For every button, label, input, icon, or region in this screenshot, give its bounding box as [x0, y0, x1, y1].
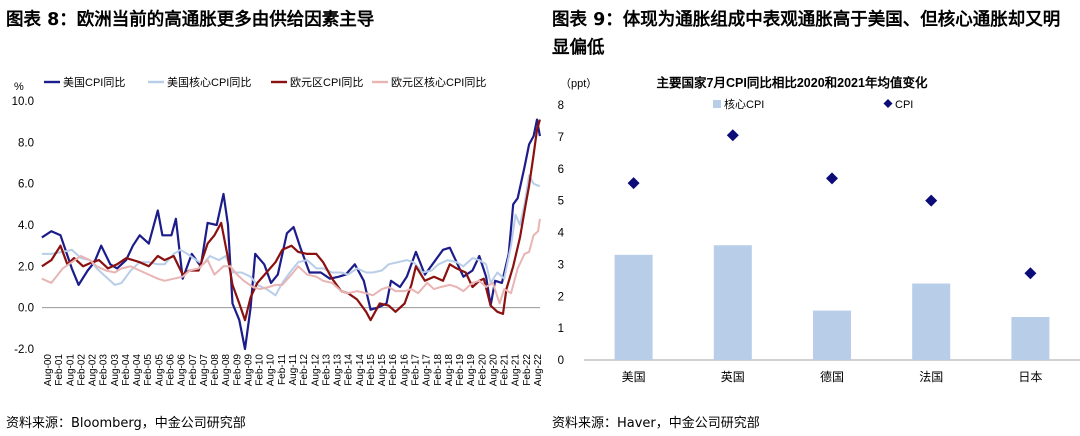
x-tick-label: Aug-10: [266, 354, 277, 387]
marker-cpi: [1024, 267, 1037, 280]
x-tick-label: Aug-14: [355, 354, 366, 387]
x-tick-label: Aug-01: [65, 354, 76, 387]
x-tick-label: Feb-18: [433, 354, 444, 386]
x-tick-label: Aug-22: [533, 354, 544, 387]
legend-label: CPI: [895, 99, 913, 111]
x-category-label: 英国: [721, 370, 745, 384]
x-tick-label: Feb-08: [210, 354, 221, 386]
series-line-1: [41, 118, 541, 351]
x-tick-label: Aug-16: [399, 354, 410, 387]
y-tick-label: 0: [558, 355, 564, 367]
y-tick-label: 1: [558, 323, 564, 335]
x-tick-label: Feb-07: [188, 354, 199, 386]
bar-core-cpi: [713, 245, 752, 360]
y-tick-label: 6: [558, 164, 564, 176]
bar-core-cpi: [813, 310, 851, 360]
x-tick-label: Feb-15: [366, 354, 377, 386]
x-tick-label: Feb-01: [54, 354, 65, 386]
x-tick-label: Feb-10: [255, 354, 266, 386]
x-tick-label: Feb-19: [455, 354, 466, 386]
x-tick-label: Feb-09: [232, 354, 243, 386]
x-tick-label: Feb-04: [121, 354, 132, 386]
y-tick-label: 2.0: [18, 261, 34, 273]
x-tick-label: Aug-06: [177, 354, 188, 387]
x-tick-label: Feb-05: [143, 354, 154, 386]
x-tick-label: Feb-14: [344, 354, 355, 386]
x-category-label: 日本: [1018, 370, 1042, 384]
y-axis-unit: %: [14, 81, 24, 93]
legend-label: 核心CPI: [724, 97, 764, 111]
series-line-2: [41, 174, 540, 297]
x-tick-label: Aug-00: [43, 354, 54, 387]
y-tick-label: 4: [558, 228, 565, 240]
x-tick-label: Aug-13: [333, 354, 344, 387]
bar-core-cpi: [614, 254, 653, 360]
y-tick-label: 2: [558, 291, 564, 303]
bar-core-cpi: [912, 283, 951, 360]
y-axis-label: （ppt）: [560, 77, 597, 90]
y-tick-label: 10.0: [12, 96, 34, 108]
legend-swatch-bar: [713, 100, 721, 108]
x-tick-label: Feb-13: [321, 354, 332, 386]
x-tick-label: Aug-09: [243, 354, 254, 387]
x-tick-label: Feb-21: [500, 354, 511, 386]
x-tick-label: Aug-15: [377, 354, 388, 387]
x-tick-label: Aug-04: [132, 354, 143, 387]
y-tick-label: 8.0: [18, 137, 34, 149]
legend-label: 美国CPI同比: [63, 76, 125, 89]
x-tick-label: Aug-08: [221, 354, 232, 387]
x-tick-label: Aug-21: [511, 354, 522, 387]
left-figure-panel: 图表 8：欧洲当前的高通胀更多由供给因素主导 % 10.0 8.0 6.0 4.0 2.0…: [6, 10, 544, 431]
legend-label: 美国核心CPI同比: [167, 75, 251, 89]
bar-chart: 主要国家7月CPI同比相比2020和2021年均值变化 （ppt） 8 7 6 5 4 3 2 1…: [558, 75, 1080, 384]
y-tick-label: 7: [558, 132, 564, 144]
x-tick-label: Aug-18: [444, 354, 455, 387]
marker-cpi: [826, 172, 838, 185]
marker-cpi: [627, 177, 640, 190]
series-line-3: [41, 119, 541, 322]
x-tick-label: Aug-17: [422, 354, 433, 387]
y-tick-label: 8: [558, 100, 564, 112]
y-tick-label: 0.0: [18, 303, 34, 315]
legend-label: 欧元区CPI同比: [290, 76, 363, 89]
figure-8-source: 资料来源：Bloomberg，中金公司研究部: [6, 416, 246, 431]
x-tick-label: Feb-06: [166, 354, 177, 386]
legend-label: 欧元区核心CPI同比: [391, 75, 486, 89]
right-figure-panel: 图表 9：体现为通胀组成中表观通胀高于美国、但核心通胀却又明显偏低 主要国家7月…: [548, 0, 1080, 436]
legend-swatch-marker: [883, 99, 893, 108]
y-tick-label: 6.0: [18, 179, 34, 191]
x-tick-label: Aug-12: [310, 354, 321, 387]
y-tick-label: 3: [558, 259, 564, 271]
bar-core-cpi: [1011, 316, 1050, 360]
figure-9-source: 资料来源：Haver，中金公司研究部: [552, 416, 760, 431]
x-category-label: 法国: [919, 370, 943, 384]
x-tick-label: Aug-11: [288, 354, 299, 386]
x-tick-label: Aug-19: [466, 354, 477, 387]
x-tick-label: Feb-03: [99, 354, 110, 386]
x-tick-label: Aug-02: [88, 354, 99, 387]
figure-8-title: 图表 8：欧洲当前的高通胀更多由供给因素主导: [6, 10, 375, 30]
x-tick-label: Aug-20: [488, 354, 499, 387]
x-tick-label: Aug-03: [110, 354, 121, 387]
chart-title: 主要国家7月CPI同比相比2020和2021年均值变化: [657, 75, 928, 90]
x-category-label: 德国: [820, 369, 844, 384]
series-line-4: [41, 218, 541, 305]
marker-cpi: [925, 194, 938, 207]
x-tick-label: Feb-17: [411, 354, 422, 386]
x-category-label: 美国: [622, 370, 646, 384]
marker-cpi: [726, 129, 739, 142]
y-tick-label: -2.0: [14, 344, 34, 356]
x-tick-label: Aug-05: [154, 354, 165, 387]
x-tick-label: Feb-11: [277, 354, 288, 385]
x-tick-label: Feb-20: [477, 354, 488, 386]
y-tick-label: 4.0: [18, 220, 34, 232]
x-tick-label: Feb-02: [76, 354, 87, 386]
x-tick-label: Feb-12: [299, 354, 310, 386]
x-tick-label: Aug-07: [199, 354, 210, 387]
x-tick-label: Feb-22: [522, 354, 533, 386]
y-tick-label: 5: [558, 196, 564, 208]
figure-9-title: 图表 9：体现为通胀组成中表观通胀高于美国、但核心通胀却又明显偏低: [552, 10, 1061, 58]
x-tick-label: Feb-16: [388, 354, 399, 386]
